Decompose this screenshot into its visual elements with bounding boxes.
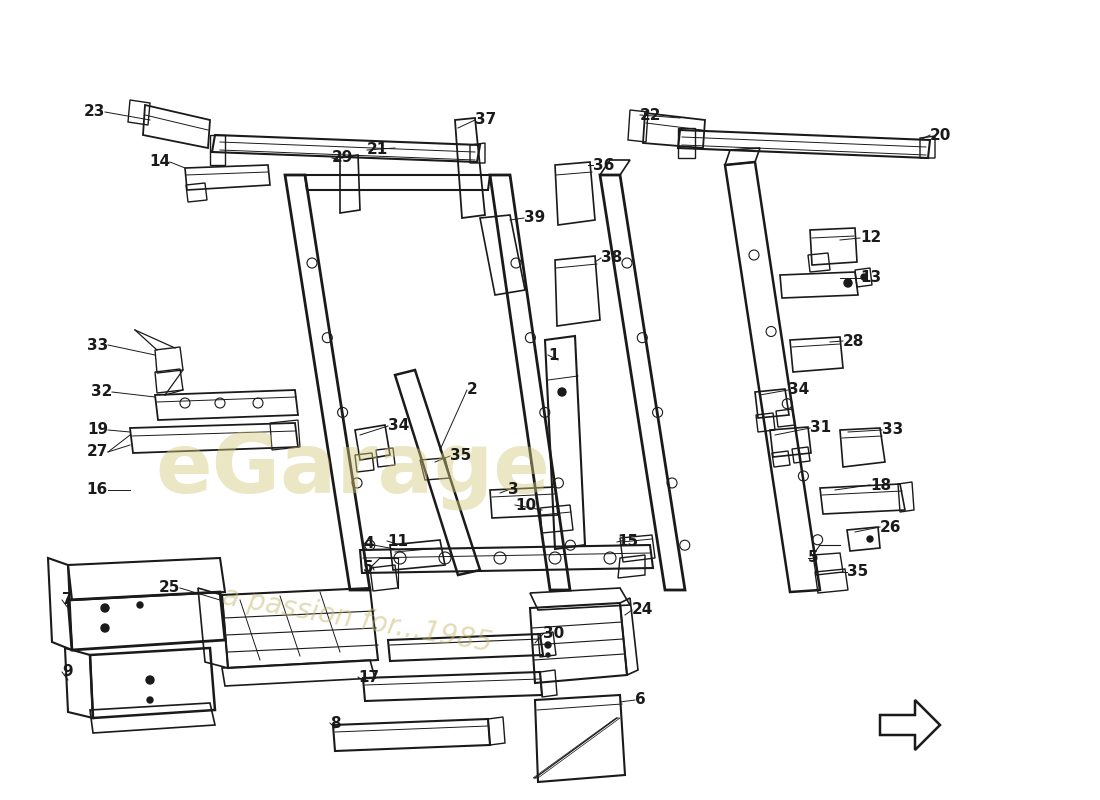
Text: 6: 6	[635, 693, 646, 707]
Text: 10: 10	[515, 498, 536, 513]
Circle shape	[147, 697, 153, 703]
Text: 1: 1	[548, 347, 559, 362]
Text: 14: 14	[148, 154, 170, 170]
Text: 18: 18	[870, 478, 891, 493]
Text: 20: 20	[930, 127, 952, 142]
Text: 7: 7	[62, 593, 73, 607]
Text: 39: 39	[524, 210, 546, 226]
Text: 34: 34	[388, 418, 409, 434]
Text: 17: 17	[358, 670, 379, 685]
Text: 5: 5	[362, 559, 373, 574]
Text: 26: 26	[880, 519, 902, 534]
Text: 11: 11	[387, 534, 408, 549]
Text: 35: 35	[847, 565, 868, 579]
Text: 36: 36	[593, 158, 615, 173]
Circle shape	[138, 602, 143, 608]
Text: 9: 9	[62, 665, 73, 679]
Circle shape	[546, 653, 550, 657]
Circle shape	[844, 279, 852, 287]
Circle shape	[558, 388, 566, 396]
Text: 2: 2	[468, 382, 477, 398]
Text: 33: 33	[882, 422, 903, 438]
Text: 22: 22	[640, 107, 661, 122]
Circle shape	[861, 274, 867, 280]
Text: 12: 12	[860, 230, 881, 246]
Text: 5: 5	[808, 550, 818, 566]
Circle shape	[544, 642, 551, 648]
Text: 32: 32	[90, 385, 112, 399]
Text: 29: 29	[332, 150, 353, 166]
Text: 3: 3	[508, 482, 518, 498]
Text: 4: 4	[363, 535, 374, 550]
Text: 15: 15	[617, 534, 638, 550]
Circle shape	[101, 624, 109, 632]
Text: 21: 21	[367, 142, 388, 158]
Text: 8: 8	[330, 715, 341, 730]
Text: 38: 38	[601, 250, 623, 266]
Text: 13: 13	[860, 270, 881, 286]
Text: 37: 37	[475, 113, 496, 127]
Text: 31: 31	[810, 421, 832, 435]
Circle shape	[101, 604, 109, 612]
Text: 30: 30	[543, 626, 564, 642]
Text: 35: 35	[450, 449, 471, 463]
Text: 25: 25	[158, 581, 180, 595]
Text: 24: 24	[632, 602, 653, 618]
Text: 28: 28	[843, 334, 865, 349]
Text: 23: 23	[84, 105, 104, 119]
Text: a passion for...1985: a passion for...1985	[220, 582, 494, 658]
Text: 19: 19	[87, 422, 108, 438]
Circle shape	[867, 536, 873, 542]
Text: 33: 33	[87, 338, 108, 353]
Circle shape	[146, 676, 154, 684]
Text: 27: 27	[87, 445, 108, 459]
Text: 34: 34	[788, 382, 810, 398]
Text: eGarage: eGarage	[155, 430, 550, 510]
Text: 16: 16	[87, 482, 108, 498]
